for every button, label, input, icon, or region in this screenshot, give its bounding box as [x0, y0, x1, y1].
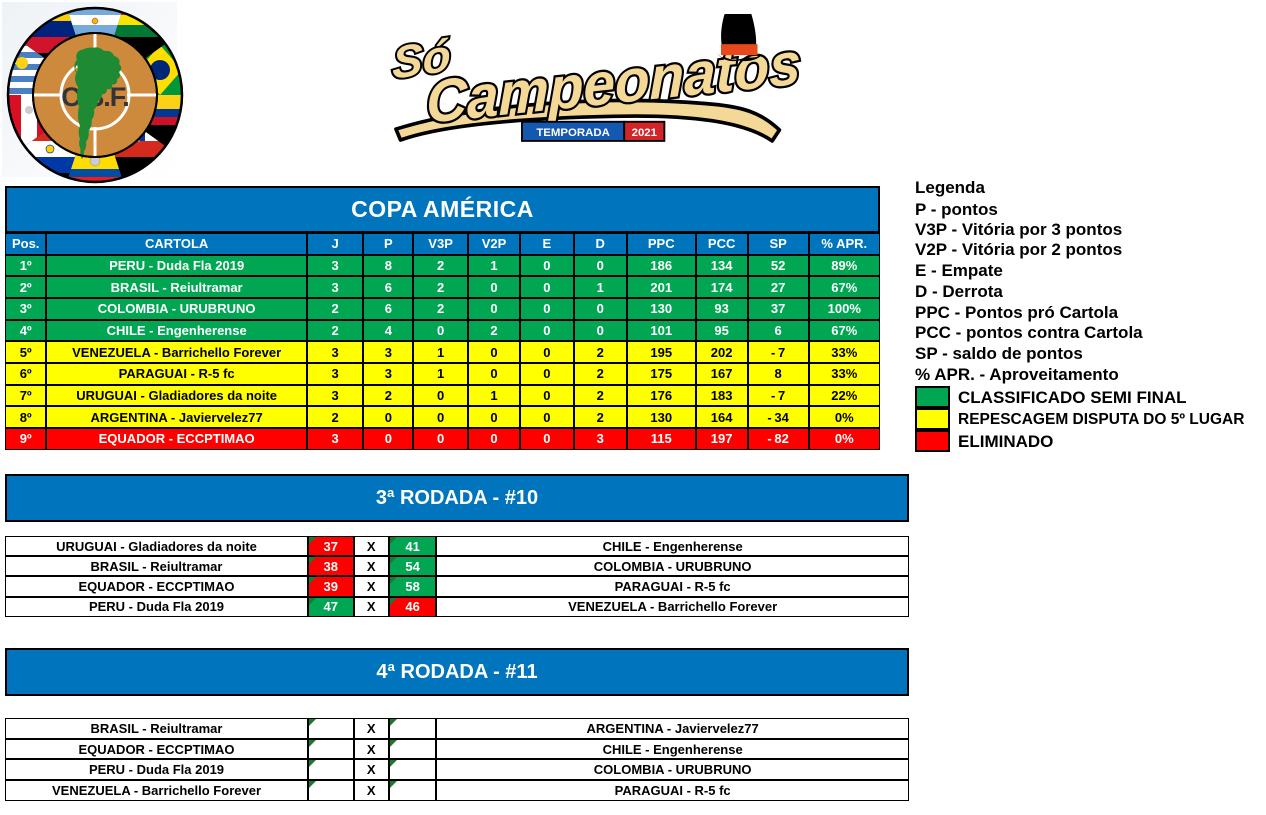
svg-text:2021: 2021 [632, 127, 658, 139]
svg-text:TEMPORADA: TEMPORADA [536, 127, 610, 139]
